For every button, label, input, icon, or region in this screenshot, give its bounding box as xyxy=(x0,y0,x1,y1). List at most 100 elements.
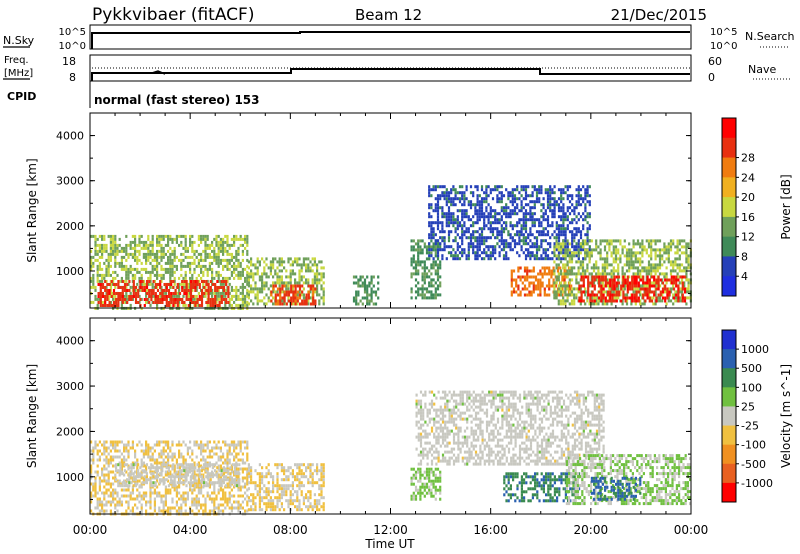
data-cell xyxy=(202,458,205,462)
data-cell xyxy=(151,294,154,298)
data-cell xyxy=(158,461,161,465)
data-cell xyxy=(570,269,574,273)
data-cell xyxy=(544,254,547,258)
data-cell xyxy=(523,266,527,270)
data-cell xyxy=(246,240,249,244)
data-cell xyxy=(430,263,433,267)
data-cell xyxy=(589,296,592,300)
data-cell xyxy=(630,263,633,267)
nave-tick-top: 60 xyxy=(708,55,722,68)
data-cell xyxy=(263,287,266,291)
data-cell xyxy=(149,249,152,253)
data-cell xyxy=(109,503,112,507)
data-cell xyxy=(181,298,184,301)
data-cell xyxy=(474,203,477,207)
data-cell xyxy=(141,280,144,283)
data-cell xyxy=(197,291,200,295)
data-cell xyxy=(454,227,457,231)
data-cell xyxy=(575,287,578,291)
data-cell xyxy=(480,206,484,210)
data-cell xyxy=(150,295,153,298)
data-cell xyxy=(134,470,137,474)
data-cell xyxy=(175,264,178,268)
data-cell xyxy=(417,248,420,252)
data-cell xyxy=(489,224,492,228)
data-cell xyxy=(171,273,174,277)
data-cell xyxy=(90,300,93,304)
data-cell xyxy=(472,215,475,219)
data-cell xyxy=(502,245,506,249)
data-cell xyxy=(355,275,358,279)
data-cell xyxy=(112,455,115,459)
data-cell xyxy=(96,297,99,301)
data-cell xyxy=(584,302,587,306)
data-cell xyxy=(628,242,631,246)
data-cell xyxy=(138,479,141,483)
data-cell xyxy=(676,248,679,252)
data-cell xyxy=(206,243,209,247)
data-cell xyxy=(522,215,525,219)
data-cell xyxy=(278,278,281,282)
data-cell xyxy=(138,491,141,495)
data-cell xyxy=(311,257,314,261)
nsky-trace xyxy=(91,31,690,49)
data-cell xyxy=(639,260,642,264)
data-cell xyxy=(125,488,128,492)
data-cell xyxy=(595,299,598,303)
data-cell xyxy=(677,287,680,291)
data-cell xyxy=(316,287,319,291)
data-cell xyxy=(127,449,130,453)
data-cell xyxy=(197,237,200,241)
data-cell xyxy=(529,206,532,210)
data-cell xyxy=(592,266,596,270)
data-cell xyxy=(537,293,540,297)
data-cell xyxy=(543,293,546,297)
data-cell xyxy=(509,200,512,204)
data-cell xyxy=(669,299,673,303)
data-cell xyxy=(537,284,540,288)
data-cell xyxy=(520,227,523,231)
data-cell xyxy=(123,488,126,492)
data-cell xyxy=(138,440,141,444)
data-cell xyxy=(145,252,148,256)
data-cell xyxy=(252,272,255,276)
data-cell xyxy=(195,443,198,447)
data-cell xyxy=(131,491,134,495)
data-cell xyxy=(588,245,591,249)
data-cell xyxy=(103,479,106,483)
data-cell xyxy=(191,261,194,265)
data-cell xyxy=(487,257,490,261)
data-cell xyxy=(256,269,259,273)
data-cell xyxy=(467,215,470,219)
data-cell xyxy=(546,215,550,219)
data-cell xyxy=(363,281,367,285)
data-cell xyxy=(112,301,116,304)
data-cell xyxy=(417,290,420,294)
data-cell xyxy=(116,494,119,498)
data-cell xyxy=(109,449,112,453)
data-cell xyxy=(320,266,323,270)
data-cell xyxy=(573,296,576,300)
data-cell xyxy=(191,509,194,513)
data-cell xyxy=(425,248,429,252)
data-cell xyxy=(173,252,176,256)
data-cell xyxy=(465,230,468,234)
data-cell xyxy=(184,509,187,513)
data-cell xyxy=(370,287,373,291)
data-cell xyxy=(94,243,97,247)
data-cell xyxy=(566,269,569,273)
data-cell xyxy=(318,260,321,264)
data-cell xyxy=(118,440,121,444)
data-cell xyxy=(127,255,130,259)
data-cell xyxy=(555,293,558,297)
data-cell xyxy=(301,290,304,294)
data-cell xyxy=(173,482,176,486)
data-cell xyxy=(265,272,268,276)
data-cell xyxy=(219,282,222,286)
data-cell xyxy=(258,299,261,303)
data-cell xyxy=(540,254,543,258)
data-cell xyxy=(274,290,277,294)
data-cell xyxy=(425,245,429,249)
data-cell xyxy=(617,248,620,252)
data-cell xyxy=(96,237,99,241)
